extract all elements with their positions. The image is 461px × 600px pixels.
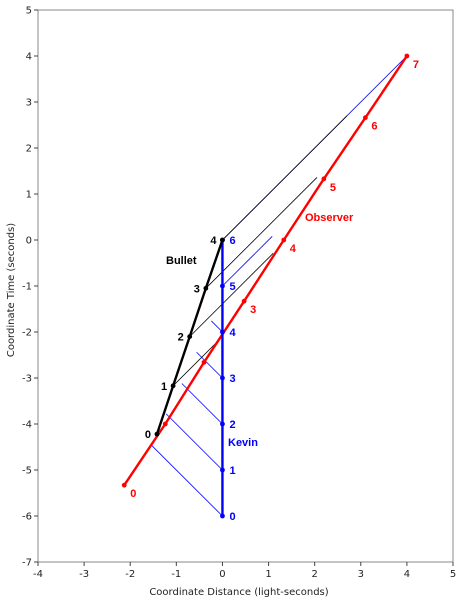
bullet-point-label: 4	[210, 235, 217, 247]
x-tick-label: -4	[33, 569, 43, 580]
observer-point-label: 4	[290, 243, 297, 255]
observer-point	[201, 359, 207, 365]
bullet-point	[203, 285, 209, 291]
bullet-light-signal	[189, 253, 274, 337]
bullet-point	[220, 237, 225, 243]
x-tick-label: 4	[404, 569, 410, 580]
y-tick-label: 2	[26, 144, 32, 155]
kevin-point-label: 6	[229, 235, 235, 247]
axis-ticks: -4 -3 -2 -1 0 1 2 3 4 5 -7 -6 -5 -4 -3 -2 -1 0 1 2 3 4 5	[22, 6, 456, 581]
bullet-point	[154, 431, 160, 437]
observer-point	[362, 115, 368, 121]
bullet-point-label: 1	[161, 381, 167, 393]
observer-point	[162, 421, 168, 427]
kevin-point-label: 5	[229, 281, 235, 293]
series-label-observer: Observer	[305, 212, 354, 224]
observer-point-label: 6	[371, 121, 377, 133]
bullet-point	[187, 334, 193, 339]
kevin-point	[220, 329, 225, 335]
kevin-point	[220, 513, 225, 519]
observer-point-label: 3	[250, 304, 256, 316]
kevin-point	[220, 467, 225, 473]
y-tick-label: 4	[26, 52, 32, 63]
y-tick-label: 5	[26, 6, 32, 17]
y-tick-label: -2	[22, 328, 32, 339]
kevin-point-label: 3	[229, 373, 235, 385]
kevin-light-signal	[222, 236, 273, 287]
kevin-point-label: 1	[229, 465, 235, 477]
observer-point-label: 7	[413, 59, 419, 71]
y-tick-label: -7	[22, 558, 32, 569]
series-label-bullet: Bullet	[166, 255, 197, 267]
kevin-point	[220, 421, 225, 427]
observer-point	[404, 53, 410, 59]
bullet-point-label: 0	[145, 429, 151, 441]
kevin-light-signal	[165, 413, 223, 471]
observer-point	[321, 176, 327, 182]
x-axis-label: Coordinate Distance (light-seconds)	[149, 587, 328, 598]
x-tick-label: -3	[79, 569, 89, 580]
light-signal-lines	[151, 55, 408, 517]
bullet-light-signal	[205, 177, 318, 289]
kevin-point	[220, 283, 225, 289]
kevin-light-signal	[181, 383, 223, 425]
x-tick-label: -2	[125, 569, 135, 580]
x-tick-label: 0	[219, 569, 225, 580]
y-tick-label: 0	[26, 236, 32, 247]
y-tick-label: -5	[22, 466, 32, 477]
kevin-light-signal	[196, 351, 223, 379]
y-tick-label: -3	[22, 374, 32, 385]
x-tick-label: 1	[265, 569, 271, 580]
observer-point	[121, 482, 127, 488]
x-tick-label: -1	[171, 569, 181, 580]
observer-worldline	[123, 55, 408, 486]
kevin-point-label: 2	[229, 419, 235, 431]
kevin-point-label: 0	[229, 511, 235, 523]
x-tick-label: 3	[358, 569, 364, 580]
worldline-series: 0 3 4 5 6 7 0 1 2 3 4 5 6 0 1 2 3 4	[121, 53, 419, 523]
kevin-light-signal	[151, 444, 223, 517]
y-tick-label: 1	[26, 190, 32, 201]
y-tick-label: -4	[22, 420, 32, 431]
bullet-point-label: 2	[178, 332, 184, 344]
bullet-point-label: 3	[194, 283, 200, 295]
observer-point	[241, 298, 247, 304]
y-tick-label: -1	[22, 282, 32, 293]
y-tick-label: 3	[26, 98, 32, 109]
bullet-light-signal	[222, 115, 348, 241]
kevin-point	[220, 375, 225, 381]
observer-point-label: 0	[130, 488, 136, 500]
series-label-kevin: Kevin	[228, 437, 258, 449]
x-tick-label: 2	[311, 569, 317, 580]
kevin-light-signal	[211, 320, 223, 333]
y-axis-label: Coordinate Time (seconds)	[6, 223, 17, 357]
x-tick-label: 5	[450, 569, 456, 580]
bullet-point	[170, 383, 176, 389]
observer-point-label: 5	[330, 182, 336, 194]
observer-point	[281, 237, 287, 243]
kevin-point-label: 4	[229, 327, 236, 339]
y-tick-label: -6	[22, 512, 32, 523]
